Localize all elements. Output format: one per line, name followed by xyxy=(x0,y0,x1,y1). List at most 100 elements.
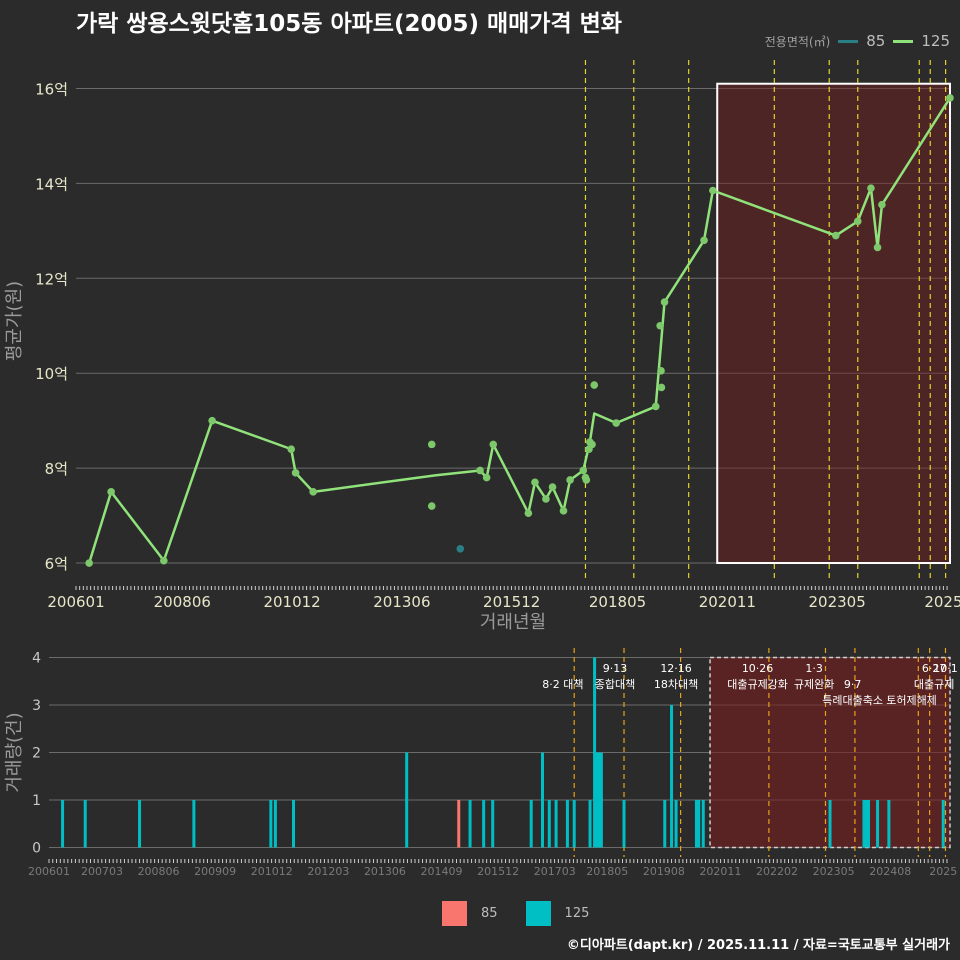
x-tick-label: 200909 xyxy=(194,865,236,878)
y-tick-label: 3 xyxy=(32,698,41,714)
legend-85-label: 85 xyxy=(866,32,886,50)
x-tick-label: 200601 xyxy=(28,865,70,878)
price-point-125 xyxy=(309,488,317,496)
price-point-125 xyxy=(946,94,954,102)
x-tick-label: 201012 xyxy=(263,593,320,611)
price-point-125 xyxy=(489,440,498,449)
volume-bar-125 xyxy=(697,800,701,848)
y-axis-title: 거래량(건) xyxy=(4,712,25,792)
price-point-125 xyxy=(427,502,436,510)
volume-bar-125 xyxy=(482,800,486,848)
volume-bar-125 xyxy=(941,800,945,848)
price-point-125 xyxy=(582,476,591,484)
price-point-125 xyxy=(287,445,296,453)
volume-bar-125 xyxy=(599,752,603,848)
price-point-125 xyxy=(660,298,669,306)
price-point-125 xyxy=(291,469,300,477)
y-axis-title: 평균가(원) xyxy=(4,281,25,361)
volume-bar-125 xyxy=(138,800,142,848)
price-point-125 xyxy=(85,559,93,567)
x-tick-label: 201805 xyxy=(586,865,628,878)
x-tick-label: 202011 xyxy=(699,593,756,611)
policy-annotation: 12·16 xyxy=(660,662,692,675)
volume-bar-125 xyxy=(565,800,569,848)
x-tick-label: 201908 xyxy=(643,865,685,878)
volume-bar-125 xyxy=(554,800,558,848)
x-tick-label: 200703 xyxy=(81,865,123,878)
x-tick-label: 201306 xyxy=(364,865,406,878)
legend-title: 전용면적(㎡) xyxy=(764,34,831,49)
volume-bar-125 xyxy=(887,800,891,848)
price-point-125 xyxy=(873,243,882,252)
policy-annotation: 6·27 xyxy=(922,662,947,675)
policy-annotation: 9·13 xyxy=(603,662,628,675)
price-point-125 xyxy=(656,321,664,330)
volume-bar-125 xyxy=(595,752,599,848)
policy-annotation: 토허제해제 xyxy=(886,693,937,707)
volume-bar-125 xyxy=(468,800,472,848)
policy-annotation: 18차대책 xyxy=(654,678,698,691)
legend-swatch-125 xyxy=(525,901,551,926)
price-point-125 xyxy=(559,507,568,515)
volume-bar-125 xyxy=(192,800,196,848)
legend-label-125: 125 xyxy=(564,906,590,921)
price-point-125 xyxy=(107,488,115,496)
price-point-125 xyxy=(657,383,666,392)
volume-bar-125 xyxy=(61,800,65,848)
volume-bar-125 xyxy=(572,800,576,848)
volume-bar-125 xyxy=(867,800,871,848)
volume-bar-125 xyxy=(541,752,545,848)
x-tick-label: 200806 xyxy=(154,593,211,611)
y-tick-label: 2 xyxy=(32,746,41,762)
volume-bar-125 xyxy=(273,800,277,848)
top-legend: 전용면적(㎡) 85 125 xyxy=(765,32,950,50)
footer-credit: ©디아파트(dapt.kr) / 2025.11.11 / 자료=국토교통부 실… xyxy=(566,938,950,953)
volume-bar-125 xyxy=(269,800,273,848)
volume-bar-125 xyxy=(588,800,592,848)
x-tick-label: 201012 xyxy=(251,865,293,878)
volume-bar-125 xyxy=(694,800,698,848)
price-line-chart: 6억 8억 10억 12억 14억 16억 200601 200806 201012 201306… xyxy=(4,60,960,633)
volume-bar-125 xyxy=(622,800,626,848)
volume-bar-125 xyxy=(876,800,880,848)
x-tick-label: 201805 xyxy=(589,593,646,611)
policy-annotation: 특례대출축소 xyxy=(822,694,883,707)
price-point-125 xyxy=(548,483,557,491)
price-point-125 xyxy=(709,186,717,195)
price-point-125 xyxy=(853,217,862,226)
volume-bar-125 xyxy=(864,800,868,848)
x-tick-label: 200601 xyxy=(47,593,104,611)
x-tick-label: 200806 xyxy=(138,865,180,878)
x-tick-label: 2025 xyxy=(924,593,960,611)
y-tick-label: 14억 xyxy=(35,175,68,193)
y-tick-label: 1 xyxy=(32,793,41,809)
price-point-125 xyxy=(579,466,588,475)
policy-annotation: 1·3 xyxy=(805,662,823,675)
policy-annotation: 종합대책 xyxy=(595,678,635,691)
policy-annotation: 10·1 xyxy=(933,662,958,675)
volume-bar-125 xyxy=(491,800,495,848)
volume-bar-125 xyxy=(83,800,87,848)
price-point-125 xyxy=(588,440,596,449)
price-point-125 xyxy=(160,556,168,565)
x-tick-label: 201409 xyxy=(421,865,463,878)
price-point-125 xyxy=(524,509,533,517)
y-tick-label: 12억 xyxy=(35,270,68,288)
y-tick-label: 6억 xyxy=(45,555,68,573)
price-point-125 xyxy=(482,473,491,482)
price-point-125 xyxy=(542,495,550,503)
y-tick-label: 0 xyxy=(32,841,41,857)
price-point-125 xyxy=(427,440,436,449)
price-point-125 xyxy=(657,367,665,375)
volume-bar-125 xyxy=(670,705,674,848)
x-tick-label: 202408 xyxy=(869,865,911,878)
x-tick-label: 202305 xyxy=(813,865,855,878)
x-tick-label: 202011 xyxy=(699,865,741,878)
price-point-125 xyxy=(590,381,599,389)
y-tick-label: 4 xyxy=(32,651,41,667)
legend-125-line xyxy=(893,39,914,43)
policy-annotation: 8·2 대책 xyxy=(542,678,583,691)
price-point-125 xyxy=(651,402,660,411)
volume-bar-125 xyxy=(701,800,705,848)
